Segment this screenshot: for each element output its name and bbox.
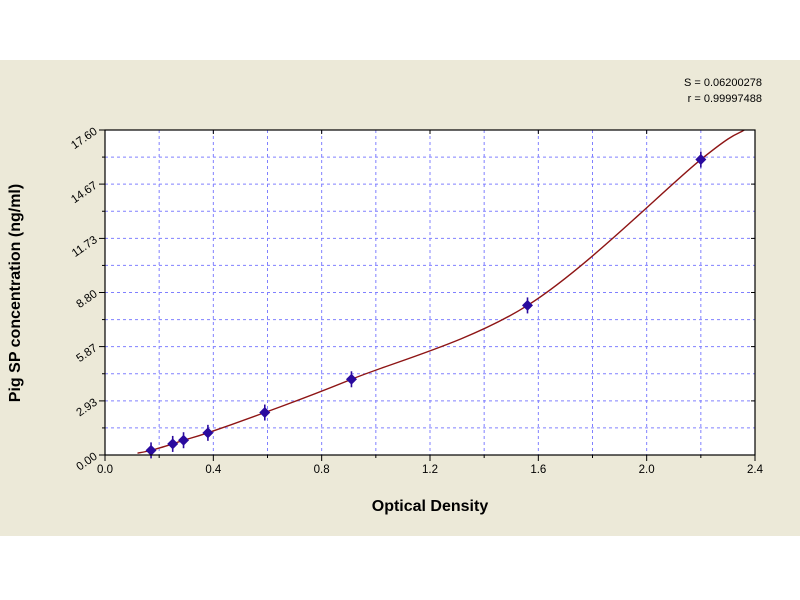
data-points-group bbox=[145, 151, 707, 459]
data-point-marker bbox=[178, 434, 190, 446]
data-point-marker bbox=[167, 438, 179, 450]
x-tick-label: 0.8 bbox=[314, 464, 330, 476]
x-tick-label: 1.2 bbox=[422, 464, 438, 476]
tick-marks bbox=[99, 129, 756, 461]
x-axis-label: Optical Density bbox=[372, 498, 489, 515]
grid-lines bbox=[105, 130, 755, 455]
data-point-marker bbox=[145, 444, 157, 456]
x-tick-label: 0.0 bbox=[97, 464, 113, 476]
stat-standard-error: S = 0.06200278 bbox=[684, 77, 762, 89]
stat-correlation-coefficient: r = 0.99997488 bbox=[688, 93, 762, 105]
data-point-marker bbox=[202, 427, 214, 439]
x-tick-label: 1.6 bbox=[530, 464, 546, 476]
data-point-marker bbox=[522, 299, 533, 311]
y-axis-label: Pig SP concentration (ng/ml) bbox=[7, 184, 24, 402]
data-point-marker bbox=[345, 373, 357, 385]
data-point-marker bbox=[259, 407, 271, 419]
x-tick-label: 0.4 bbox=[205, 464, 222, 476]
data-point-marker bbox=[695, 154, 707, 166]
x-tick-label: 2.0 bbox=[639, 464, 655, 476]
x-tick-label: 2.4 bbox=[747, 464, 764, 476]
x-tick-labels: 0.0 0.4 0.8 1.2 1.6 2.0 2.4 bbox=[97, 464, 764, 476]
